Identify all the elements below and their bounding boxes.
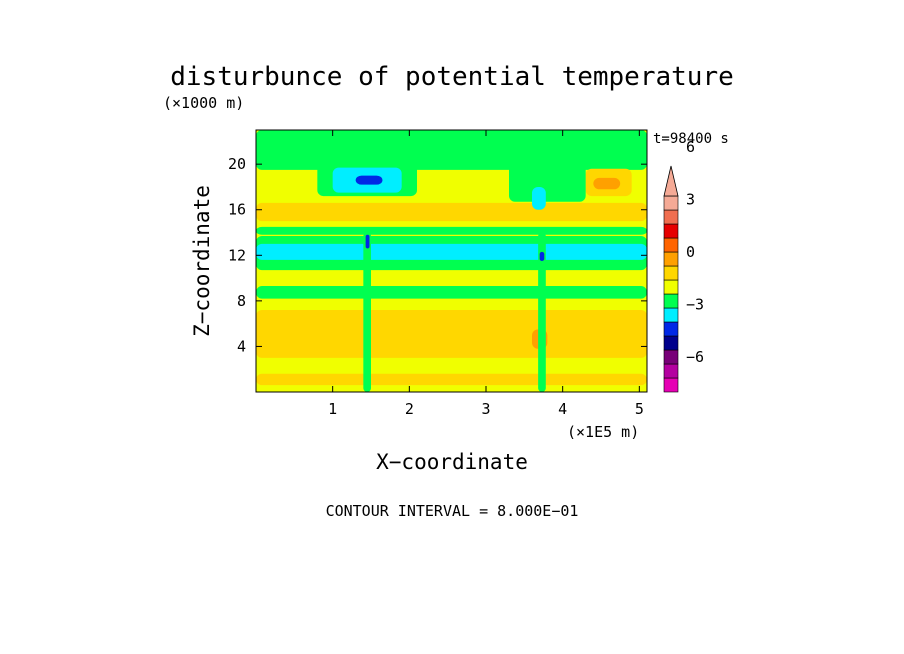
field-region-16 bbox=[539, 251, 545, 261]
y-tick-label: 16 bbox=[228, 201, 246, 219]
colorbar-swatch bbox=[663, 293, 679, 309]
colorbar-tick-label: −3 bbox=[686, 296, 704, 314]
field-region-19 bbox=[532, 186, 546, 210]
x-tick-label: 2 bbox=[405, 400, 414, 418]
field-region-13 bbox=[363, 232, 371, 392]
y-tick-label: 12 bbox=[228, 246, 246, 264]
colorbar-tick-label: 0 bbox=[686, 243, 695, 261]
field-region-2 bbox=[256, 286, 647, 299]
x-tick-label: 3 bbox=[481, 400, 490, 418]
y-tick-label: 20 bbox=[228, 155, 246, 173]
colorbar-swatch bbox=[663, 377, 679, 393]
field-region-14 bbox=[538, 232, 546, 392]
colorbar-swatch bbox=[663, 335, 679, 351]
chart-title: disturbunce of potential temperature bbox=[170, 62, 734, 92]
colorbar-swatch bbox=[663, 209, 679, 225]
colorbar-swatch bbox=[663, 307, 679, 323]
y-axis-label: Z−coordinate bbox=[190, 185, 214, 337]
colorbar-swatch bbox=[663, 321, 679, 337]
colorbar-swatch bbox=[663, 251, 679, 267]
field-region-17 bbox=[256, 202, 647, 222]
field-region-8 bbox=[256, 309, 647, 358]
colorbar-tick-label: −6 bbox=[686, 348, 704, 366]
x-tick-label: 1 bbox=[328, 400, 337, 418]
x-axis-ticks: 1 2 3 4 5 bbox=[328, 130, 644, 418]
field-region-18 bbox=[509, 141, 586, 202]
y-axis-ticks: 4 8 12 16 20 bbox=[228, 155, 647, 355]
field-region-7 bbox=[355, 175, 383, 185]
x-tick-label: 4 bbox=[558, 400, 567, 418]
colorbar-extend-max bbox=[663, 165, 679, 197]
colorbar-swatch bbox=[663, 265, 679, 281]
colorbar-swatch bbox=[663, 237, 679, 253]
colorbar-swatch bbox=[663, 279, 679, 295]
colorbar-tick-label: 3 bbox=[686, 191, 695, 209]
field-region-9 bbox=[256, 373, 647, 386]
x-axis-label: X−coordinate bbox=[376, 450, 528, 474]
field-region-11 bbox=[593, 177, 621, 190]
field-region-15 bbox=[365, 234, 370, 249]
field-region-1 bbox=[256, 243, 647, 260]
colorbar-swatch bbox=[663, 195, 679, 211]
colorbar-swatch bbox=[663, 223, 679, 239]
plot-frame bbox=[255, 129, 648, 393]
x-axis-unit: (×1E5 m) bbox=[567, 423, 639, 441]
plot-area bbox=[256, 130, 647, 392]
field-region-4 bbox=[256, 130, 647, 170]
colorbar-swatch bbox=[663, 363, 679, 379]
contour-interval-note: CONTOUR INTERVAL = 8.000E−01 bbox=[326, 502, 579, 520]
time-label: t=98400 s bbox=[653, 131, 729, 147]
x-tick-label: 5 bbox=[635, 400, 644, 418]
y-axis-unit: (×1000 m) bbox=[163, 94, 244, 112]
y-tick-label: 4 bbox=[237, 337, 246, 355]
field-region-3 bbox=[256, 226, 647, 235]
y-tick-label: 8 bbox=[237, 292, 246, 310]
colorbar-swatch bbox=[663, 349, 679, 365]
colorbar: −6 −3 0 3 6 bbox=[663, 138, 704, 393]
colorbar-tick-label: 6 bbox=[686, 138, 695, 156]
